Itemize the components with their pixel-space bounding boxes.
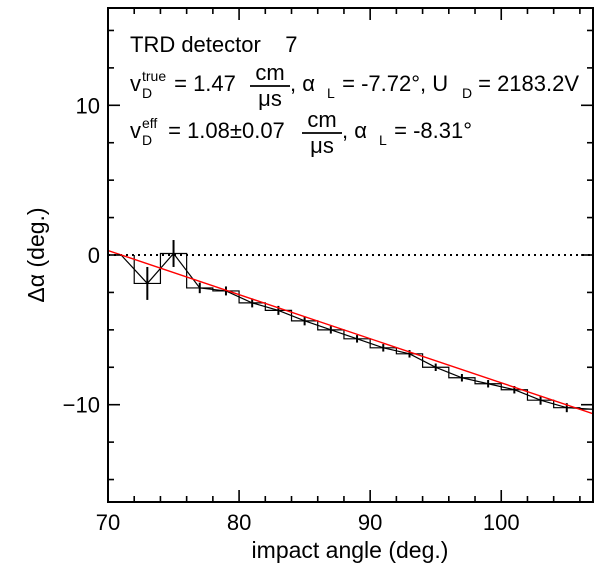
y-tick-label: −10 — [63, 393, 100, 418]
annotation-alpha-true: , α — [290, 71, 315, 96]
annotation-ud-value: = 2183.2V — [472, 71, 579, 96]
annotation-veff-sup: eff — [142, 115, 157, 131]
annotation-vtrue-value: = 1.47 — [168, 71, 236, 96]
annotation-alpha-true-value: = -7.72°, U — [336, 71, 448, 96]
x-tick-label: 100 — [483, 510, 520, 535]
mean-polyline — [120, 252, 593, 410]
x-axis-label: impact angle (deg.) — [252, 537, 449, 563]
annotation-veff-unit-num: cm — [307, 107, 336, 132]
fit-line — [108, 249, 593, 415]
annotation-veff-value: = 1.08±0.07 — [162, 118, 285, 143]
annotation-alpha-true-sub: L — [327, 85, 335, 101]
annotation-vtrue-unit-den: μs — [258, 86, 282, 111]
histogram-steps — [133, 252, 593, 410]
x-tick-label: 90 — [358, 510, 382, 535]
annotation-veff-v: v — [130, 118, 141, 143]
annotation-ud-sub: D — [462, 85, 472, 101]
y-axis-label: Δα (deg.) — [23, 207, 49, 302]
x-tick-label: 80 — [227, 510, 251, 535]
annotation-veff-unit-den: μs — [310, 133, 334, 158]
annotation-alpha-eff-sub: L — [379, 132, 387, 148]
annotation-vtrue-v: v — [130, 71, 141, 96]
annotation-vtrue-unit-num: cm — [255, 60, 284, 85]
annotation-vtrue-sup: true — [142, 68, 166, 84]
annotation-block: TRD detector 7 v true D = 1.47 cm μs , α… — [130, 32, 579, 158]
annotation-veff-sub: D — [142, 132, 152, 148]
annotation-vtrue-sub: D — [142, 85, 152, 101]
annotation-alpha-eff-value: = -8.31° — [388, 118, 472, 143]
annotation-detector: TRD detector 7 — [130, 32, 298, 57]
y-tick-label: 10 — [76, 93, 100, 118]
y-tick-label: 0 — [88, 243, 100, 268]
x-tick-label: 70 — [96, 510, 120, 535]
annotation-alpha-eff: , α — [342, 118, 367, 143]
